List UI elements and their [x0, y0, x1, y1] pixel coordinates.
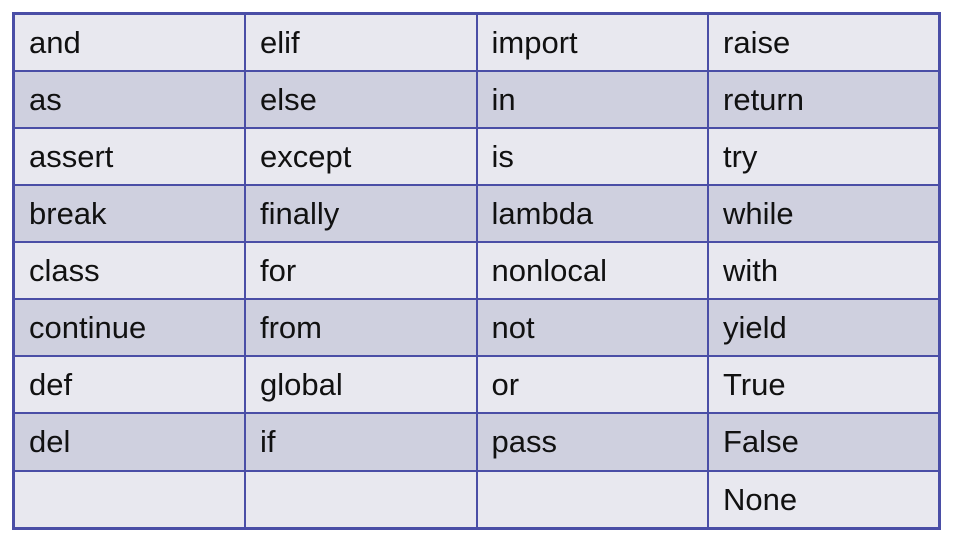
keyword-table-body: and elif import raise as else in return …	[12, 12, 941, 530]
table-cell: continue	[12, 298, 246, 358]
table-row: del if pass False	[12, 412, 941, 472]
table-cell: finally	[244, 184, 478, 244]
table-cell: if	[244, 412, 478, 472]
table-cell: None	[707, 469, 941, 530]
table-cell: except	[244, 127, 478, 187]
table-cell: and	[12, 12, 246, 73]
table-cell: is	[475, 127, 709, 187]
table-cell: raise	[707, 12, 941, 73]
table-cell	[244, 469, 478, 530]
table-cell: while	[707, 184, 941, 244]
table-row: assert except is try	[12, 127, 941, 187]
table-cell: not	[475, 298, 709, 358]
table-row: continue from not yield	[12, 298, 941, 358]
table-cell: assert	[12, 127, 246, 187]
table-cell	[12, 469, 246, 530]
table-cell: import	[475, 12, 709, 73]
table-cell: pass	[475, 412, 709, 472]
table-row: None	[12, 469, 941, 530]
table-cell: lambda	[475, 184, 709, 244]
table-cell: False	[707, 412, 941, 472]
table-cell: break	[12, 184, 246, 244]
table-cell: or	[475, 355, 709, 415]
table-cell: for	[244, 241, 478, 301]
table-cell: in	[475, 70, 709, 130]
table-row: def global or True	[12, 355, 941, 415]
table-cell: from	[244, 298, 478, 358]
table-cell: as	[12, 70, 246, 130]
python-keywords-table: and elif import raise as else in return …	[12, 12, 941, 530]
keyword-table-container: and elif import raise as else in return …	[12, 12, 941, 530]
table-cell: yield	[707, 298, 941, 358]
table-row: break finally lambda while	[12, 184, 941, 244]
table-cell	[475, 469, 709, 530]
table-cell: return	[707, 70, 941, 130]
table-cell: else	[244, 70, 478, 130]
table-cell: def	[12, 355, 246, 415]
table-row: and elif import raise	[12, 12, 941, 73]
table-cell: True	[707, 355, 941, 415]
table-row: as else in return	[12, 70, 941, 130]
table-cell: del	[12, 412, 246, 472]
table-cell: global	[244, 355, 478, 415]
table-cell: elif	[244, 12, 478, 73]
table-cell: nonlocal	[475, 241, 709, 301]
table-row: class for nonlocal with	[12, 241, 941, 301]
table-cell: class	[12, 241, 246, 301]
table-cell: with	[707, 241, 941, 301]
table-cell: try	[707, 127, 941, 187]
